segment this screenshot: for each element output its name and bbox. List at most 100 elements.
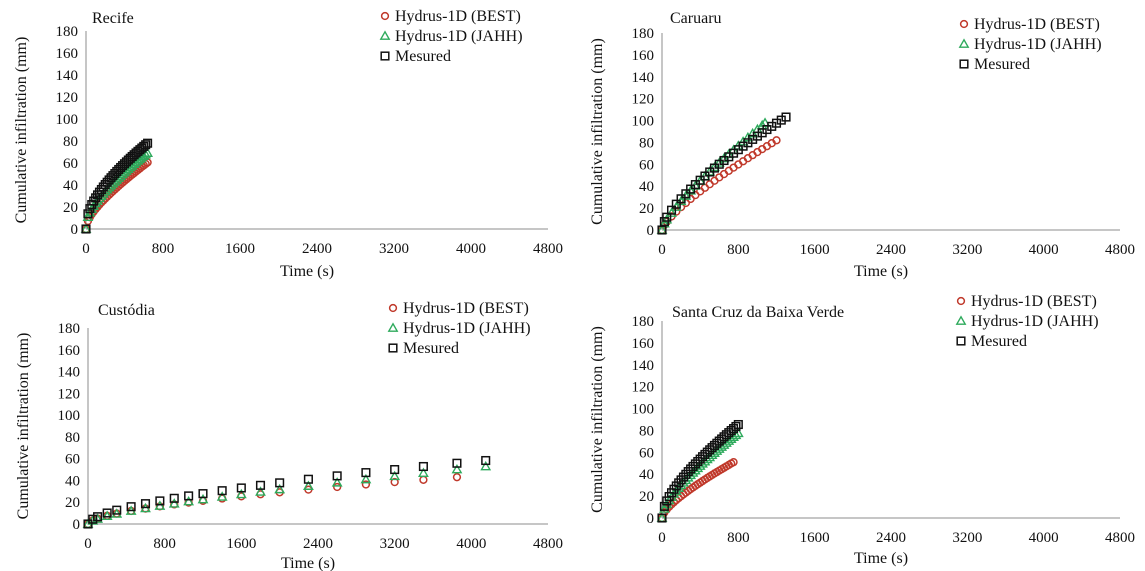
- series-3: [657, 112, 791, 235]
- y-tick-label: 160: [58, 343, 81, 359]
- y-tick-label: 120: [632, 92, 655, 108]
- data-point: [686, 464, 696, 474]
- y-tick-label: 100: [632, 114, 655, 130]
- data-point: [659, 501, 669, 511]
- legend-entry: Mesured: [971, 333, 1027, 350]
- y-tick-label: 0: [73, 517, 81, 533]
- legend-marker: [379, 30, 391, 40]
- x-axis-label: Time (s): [854, 550, 908, 567]
- y-tick-label: 80: [639, 135, 654, 151]
- chart-title: Recife: [92, 10, 134, 27]
- legend-entry: Hydrus-1D (JAHH): [395, 28, 523, 45]
- data-point: [390, 477, 399, 487]
- y-tick-label: 100: [632, 402, 655, 418]
- data-point: [126, 502, 136, 512]
- data-point: [255, 486, 266, 496]
- data-point: [452, 473, 462, 482]
- chart-title: Santa Cruz da Baixa Verde: [672, 304, 844, 321]
- legend-marker: [955, 315, 967, 325]
- data-point: [657, 225, 667, 235]
- data-point: [690, 459, 700, 469]
- y-tick-label: 0: [647, 511, 655, 527]
- chart-panel-1: 0 20 40 60 80 100 120 140 160 180 0 800 1600 2400 3200…: [13, 8, 563, 280]
- data-point: [390, 465, 400, 475]
- y-tick-label: 60: [639, 445, 654, 461]
- legend-entry: Hydrus-1D (BEST): [974, 16, 1100, 33]
- series-3: [657, 419, 743, 523]
- x-tick-label: 4800: [533, 536, 563, 552]
- legend-entry: Mesured: [395, 48, 451, 65]
- data-point: [678, 472, 689, 482]
- data-point: [676, 475, 686, 485]
- data-point: [729, 458, 738, 467]
- series-3: [81, 138, 153, 234]
- x-tick-label: 800: [152, 241, 175, 257]
- y-tick-label: 180: [56, 24, 79, 40]
- x-tick-label: 1600: [800, 242, 830, 258]
- legend-entry: Hydrus-1D (BEST): [403, 300, 529, 317]
- y-tick-label: 0: [71, 222, 79, 238]
- data-point: [666, 207, 677, 217]
- x-axis-label: Time (s): [854, 263, 908, 280]
- y-tick-label: 20: [65, 495, 80, 511]
- data-point: [733, 419, 743, 430]
- legend-marker: [388, 303, 398, 313]
- y-tick-label: 80: [65, 430, 80, 446]
- x-tick-label: 2400: [302, 241, 332, 257]
- chart-panel-2: 0 20 40 60 80 100 120 140 160 180 0 800 1600 2400 3200…: [589, 10, 1135, 280]
- legend-entry: Hydrus-1D (BEST): [395, 8, 521, 25]
- data-point: [154, 500, 166, 510]
- x-tick-label: 4000: [1029, 530, 1059, 546]
- data-point: [216, 491, 228, 501]
- x-tick-label: 1600: [800, 530, 830, 546]
- data-point: [361, 468, 371, 478]
- data-point: [700, 183, 710, 192]
- y-tick-label: 160: [632, 48, 655, 64]
- y-axis-label: Cumulative infiltration (mm): [15, 333, 32, 520]
- x-tick-label: 2400: [303, 536, 333, 552]
- data-point: [168, 498, 180, 508]
- x-tick-label: 800: [727, 242, 750, 258]
- series-2: [82, 460, 492, 528]
- legend-marker: [380, 11, 390, 21]
- y-tick-label: 80: [63, 134, 78, 150]
- x-tick-label: 1600: [226, 536, 256, 552]
- y-tick-label: 140: [632, 358, 655, 374]
- data-point: [112, 505, 122, 515]
- x-tick-label: 3200: [952, 530, 982, 546]
- data-point: [169, 493, 179, 503]
- data-point: [102, 508, 112, 518]
- data-point: [217, 486, 227, 496]
- y-tick-label: 180: [58, 321, 81, 337]
- y-tick-label: 100: [56, 112, 79, 128]
- data-point: [82, 211, 94, 221]
- data-point: [700, 449, 710, 459]
- x-tick-label: 4800: [1105, 242, 1135, 258]
- data-point: [184, 491, 194, 501]
- data-point: [183, 495, 195, 506]
- data-point: [451, 463, 463, 474]
- data-point: [676, 194, 686, 204]
- data-point: [698, 452, 708, 462]
- data-point: [772, 136, 781, 145]
- series-3: [83, 455, 491, 529]
- x-tick-label: 0: [658, 530, 666, 546]
- y-tick-label: 140: [632, 70, 655, 86]
- data-point: [93, 512, 103, 522]
- legend: Hydrus-1D (BEST) Hydrus-1D (JAHH) Mesured: [958, 16, 1102, 73]
- data-point: [418, 467, 429, 477]
- y-tick-label: 120: [58, 386, 81, 402]
- data-point: [688, 461, 698, 472]
- data-point: [303, 480, 314, 490]
- y-tick-label: 60: [63, 156, 78, 172]
- data-point: [418, 461, 428, 472]
- x-tick-label: 0: [82, 241, 90, 257]
- x-axis-label: Time (s): [281, 555, 335, 571]
- y-tick-label: 180: [632, 314, 655, 330]
- data-point: [709, 161, 720, 172]
- x-tick-label: 2400: [876, 242, 906, 258]
- legend: Hydrus-1D (BEST) Hydrus-1D (JAHH) Mesured: [955, 293, 1099, 350]
- x-tick-label: 2400: [876, 530, 906, 546]
- x-axis-label: Time (s): [280, 263, 334, 280]
